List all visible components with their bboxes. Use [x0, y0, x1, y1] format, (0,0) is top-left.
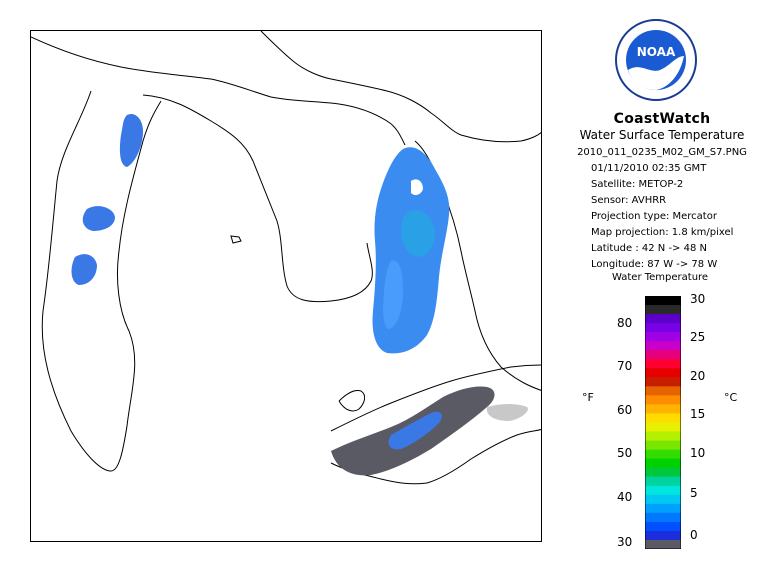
- celsius-tick: 20: [690, 369, 706, 383]
- fahrenheit-tick: 30: [617, 535, 633, 549]
- fahrenheit-tick: 60: [617, 403, 633, 417]
- fahrenheit-tick: 40: [617, 490, 633, 504]
- celsius-tick: 15: [690, 407, 706, 421]
- legend-title: Water Temperature: [612, 272, 709, 283]
- small-island: [230, 235, 242, 244]
- color-scale-swatch: [645, 314, 681, 324]
- satellite-label: Satellite: METOP-2: [591, 179, 684, 190]
- celsius-tick: 30: [690, 292, 706, 306]
- color-scale-swatch: [645, 332, 681, 342]
- longitude-range: Longitude: 87 W -> 78 W: [591, 259, 718, 270]
- celsius-tick: 25: [690, 330, 706, 344]
- color-scale-swatch: [645, 359, 681, 369]
- color-scale-swatch: [645, 377, 681, 387]
- fahrenheit-tick: 70: [617, 359, 633, 373]
- great-lakes-map: [31, 31, 541, 485]
- projection-type: Projection type: Mercator: [591, 211, 717, 222]
- upper-peninsula-shore: [31, 36, 406, 146]
- color-scale-swatch: [645, 476, 681, 487]
- celsius-tick: 0: [690, 528, 698, 542]
- product-subtitle: Water Surface Temperature: [579, 128, 745, 142]
- fahrenheit-tick: 80: [617, 316, 633, 330]
- color-scale-swatch: [645, 323, 681, 333]
- map-panel: [30, 30, 542, 542]
- color-scale-swatch: [645, 503, 681, 514]
- image-filename: 2010_011_0235_M02_GM_S7.PNG: [577, 147, 747, 158]
- lake-michigan-temperature: [71, 113, 143, 285]
- lake-michigan-shoreline: [41, 90, 162, 472]
- color-scale-swatch: [645, 404, 681, 414]
- lake-erie-south-shore: [330, 429, 541, 485]
- celsius-unit: °C: [724, 391, 738, 404]
- color-scale-swatch: [645, 386, 681, 396]
- sensor-label: Sensor: AVHRR: [591, 195, 667, 206]
- brand-title: CoastWatch: [613, 111, 711, 127]
- color-scale-swatch: [645, 413, 681, 423]
- color-scale-swatch: [645, 440, 681, 451]
- color-scale-swatch: [645, 539, 681, 549]
- noaa-logo: NOAA: [615, 19, 697, 101]
- logo-wordmark: NOAA: [637, 45, 676, 59]
- celsius-tick: 10: [690, 446, 706, 460]
- color-scale-swatch: [645, 512, 681, 523]
- lake-erie-shore: [330, 364, 541, 432]
- color-scale-swatch: [645, 341, 681, 351]
- lake-st-clair: [338, 390, 366, 412]
- color-scale-bar: [645, 296, 681, 549]
- color-scale-swatch: [645, 458, 681, 469]
- lake-erie-temperature: [331, 386, 528, 476]
- canada-north-shore: [260, 31, 541, 143]
- fahrenheit-unit: °F: [582, 391, 594, 404]
- color-scale-swatch: [645, 296, 681, 306]
- color-scale-swatch: [645, 449, 681, 460]
- color-scale-swatch: [645, 467, 681, 478]
- color-scale-swatch: [645, 521, 681, 532]
- celsius-tick: 5: [690, 486, 698, 500]
- color-scale-swatch: [645, 494, 681, 505]
- color-scale-swatch: [645, 422, 681, 433]
- map-projection: Map projection: 1.8 km/pixel: [591, 227, 734, 238]
- latitude-range: Latitude : 42 N -> 48 N: [591, 243, 707, 254]
- fahrenheit-tick: 50: [617, 446, 633, 460]
- color-scale-swatch: [645, 350, 681, 360]
- color-scale-swatch: [645, 395, 681, 405]
- lower-peninsula-shore: [142, 94, 373, 303]
- color-scale-swatch: [645, 485, 681, 496]
- color-scale-swatch: [645, 530, 681, 541]
- color-scale-swatch: [645, 368, 681, 378]
- image-datetime: 01/11/2010 02:35 GMT: [591, 163, 707, 174]
- color-scale-swatch: [645, 431, 681, 442]
- lake-huron-temperature: [372, 147, 450, 354]
- color-scale-swatch: [645, 305, 681, 315]
